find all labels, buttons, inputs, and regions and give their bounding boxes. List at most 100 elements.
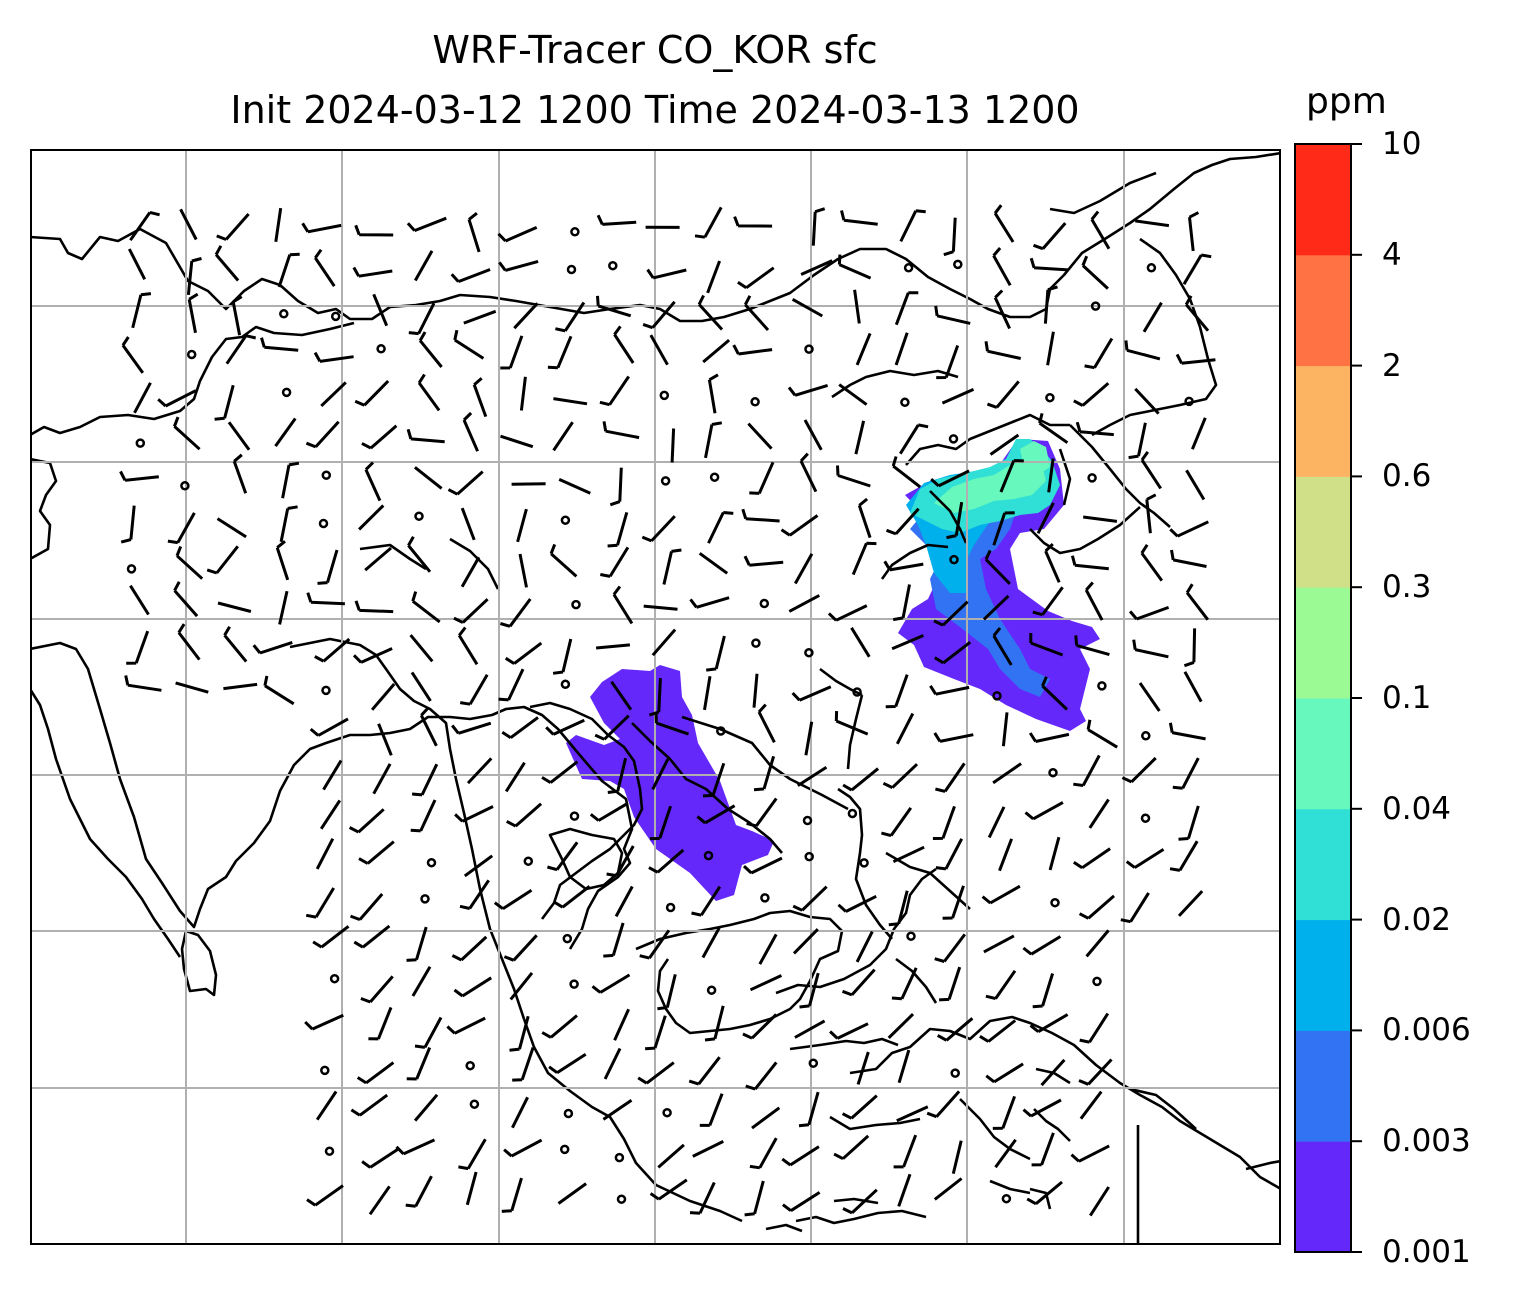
wind-barb (1086, 719, 1118, 749)
wind-barb (275, 540, 290, 581)
wind-barb (933, 600, 969, 627)
wind-barb (216, 213, 250, 241)
wind-barb (312, 925, 350, 949)
wind-barb (642, 300, 676, 330)
wind-barb (405, 1175, 433, 1208)
wind-barb (372, 293, 389, 327)
wind-barb (364, 461, 382, 502)
wind-barb (227, 421, 251, 451)
wind-barb (837, 254, 872, 280)
wind-barb (1022, 935, 1062, 956)
wind-barb (411, 763, 439, 797)
wind-barb (853, 289, 861, 324)
wind-barb (646, 268, 687, 280)
wind-barb (1044, 543, 1061, 583)
wind-barb (453, 598, 489, 624)
wind-barb (596, 295, 632, 318)
wind-barb (354, 600, 394, 614)
wind-barb (214, 384, 235, 421)
wind-barb (217, 601, 252, 613)
wind-barb (463, 854, 494, 878)
wind-barb (460, 507, 476, 541)
wind-barb (979, 1019, 1017, 1043)
wind-barb (558, 478, 591, 495)
wind-barb (406, 428, 445, 444)
wind-barb (358, 840, 395, 865)
wind-calm-circle (716, 726, 726, 736)
wind-barb (732, 344, 773, 356)
wind-barb (885, 674, 909, 709)
wind-barb (187, 292, 199, 334)
colorbar-band (1295, 698, 1351, 810)
wind-barb (555, 301, 586, 333)
wind-calm-circle (560, 515, 571, 525)
wind-calm-circle (949, 554, 959, 565)
wind-barb (599, 375, 630, 407)
wind-barb (322, 759, 343, 791)
wind-barb (602, 421, 640, 440)
wind-barb (589, 801, 629, 822)
wind-barb (992, 627, 1013, 666)
wind-calm-circle (566, 264, 577, 275)
wind-calm-circle (706, 985, 717, 995)
wind-calm-circle (804, 851, 814, 862)
wind-barb (706, 260, 722, 294)
wind-barb (800, 259, 833, 276)
wind-calm-circle (570, 227, 580, 237)
wind-barb (796, 765, 828, 787)
wind-calm-circle (135, 438, 146, 448)
wind-barb (689, 596, 730, 609)
wind-barb (547, 335, 573, 370)
wind-barb (688, 1056, 721, 1086)
wind-barb (175, 545, 204, 580)
wind-barb (305, 887, 335, 919)
wind-barb (361, 1147, 400, 1169)
wind-barb (986, 380, 1020, 409)
wind-barb (699, 1093, 724, 1127)
wind-barb (1090, 210, 1111, 250)
wind-barb (897, 1049, 911, 1084)
wind-barb (1038, 413, 1069, 444)
wind-barb (941, 388, 975, 405)
wind-barb (702, 338, 731, 364)
wind-calm-circle (703, 850, 714, 861)
wind-barb (742, 856, 783, 875)
map-plot (30, 149, 1281, 1245)
wind-barb (692, 1140, 724, 1158)
wind-barb (834, 711, 869, 736)
colorbar-tick-label: 0.04 (1382, 790, 1452, 827)
wind-barb (454, 805, 494, 823)
wind-barb (157, 389, 197, 408)
wind-calm-circle (852, 687, 862, 697)
wind-barb (704, 421, 723, 459)
wind-barb (893, 1134, 918, 1169)
wind-barb (466, 757, 493, 785)
wind-barb (703, 676, 712, 711)
wind-barb (649, 334, 669, 366)
wind-barb (1128, 422, 1147, 460)
wind-barb (319, 799, 342, 830)
wind-barb (472, 377, 488, 418)
wind-barb (891, 634, 924, 651)
colorbar-tick-label: 0.006 (1382, 1012, 1471, 1049)
wind-barb (417, 373, 441, 412)
wind-barb (167, 512, 196, 545)
wind-barb (457, 626, 479, 666)
wind-barb (752, 673, 759, 708)
wind-barb (891, 456, 922, 489)
wind-barb (951, 1140, 963, 1175)
wind-barb (541, 760, 579, 784)
wind-calm-circle (559, 1144, 570, 1155)
wind-barb (498, 259, 539, 272)
wind-barb (899, 423, 929, 455)
wind-barb (353, 924, 391, 949)
wind-barb (651, 758, 670, 791)
wind-barb (610, 680, 633, 711)
wind-barb (358, 504, 385, 531)
wind-barb (121, 336, 145, 374)
wind-barb (499, 598, 532, 628)
wind-barb (741, 508, 780, 523)
wind-barb (177, 623, 201, 661)
colorbar-band (1295, 254, 1351, 367)
wind-calm-circle (469, 1099, 480, 1109)
